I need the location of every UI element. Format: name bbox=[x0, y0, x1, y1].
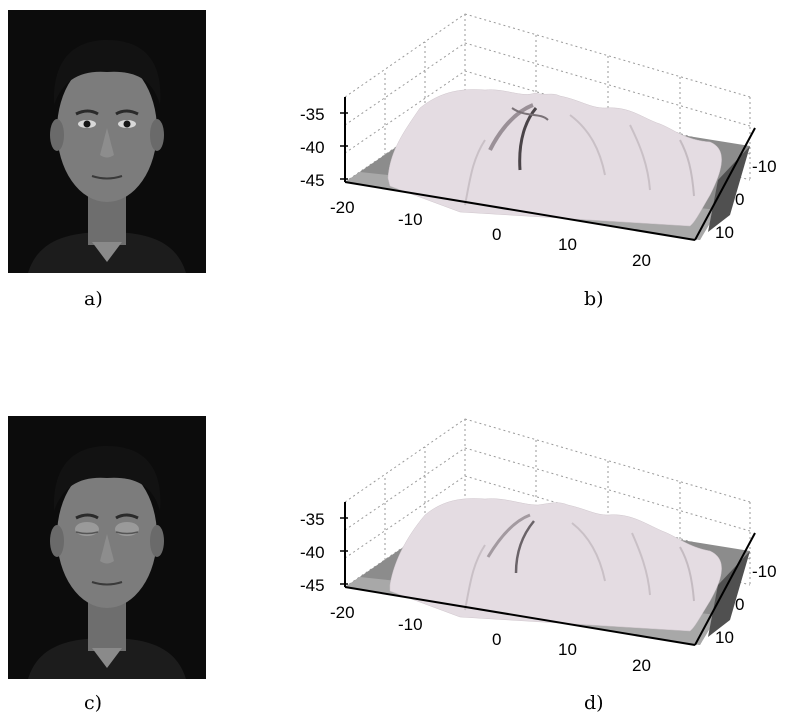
face-surface bbox=[387, 89, 722, 227]
x-tick-label: -10 bbox=[398, 210, 423, 229]
x-tick-label: 10 bbox=[558, 640, 577, 659]
x-tick-label: 20 bbox=[632, 251, 651, 270]
z-tick-label: -35 bbox=[300, 510, 325, 529]
panel-label-a: a) bbox=[84, 288, 103, 310]
y-tick-label: -10 bbox=[752, 157, 777, 176]
x-tick-label: -20 bbox=[330, 603, 355, 622]
y-tick-label: 0 bbox=[735, 190, 744, 209]
y-tick-label: 10 bbox=[715, 628, 734, 647]
x-tick-label: -10 bbox=[398, 615, 423, 634]
x-tick-label: 20 bbox=[632, 656, 651, 675]
z-tick-label: -35 bbox=[300, 105, 325, 124]
x-tick-label: 0 bbox=[492, 630, 501, 649]
z-tick-label: -45 bbox=[300, 576, 325, 595]
y-tick-label: 0 bbox=[735, 595, 744, 614]
y-tick-label: -10 bbox=[752, 562, 777, 581]
axes bbox=[344, 502, 756, 646]
panel-label-b: b) bbox=[584, 288, 604, 310]
axes bbox=[344, 97, 756, 241]
face-surface bbox=[389, 498, 722, 632]
z-tick-label: -40 bbox=[300, 138, 325, 157]
x-tick-label: 0 bbox=[492, 225, 501, 244]
surface-plot-d: -35 -40 -45 -20 -10 0 10 20 -10 0 10 bbox=[290, 405, 790, 685]
face-photo-eyes-closed bbox=[8, 416, 206, 679]
face-photo-eyes-open bbox=[8, 10, 206, 273]
panel-label-d: d) bbox=[584, 692, 604, 714]
x-tick-label: -20 bbox=[330, 198, 355, 217]
x-tick-label: 10 bbox=[558, 235, 577, 254]
z-tick-label: -45 bbox=[300, 171, 325, 190]
panel-label-c: c) bbox=[84, 692, 103, 714]
y-tick-label: 10 bbox=[715, 223, 734, 242]
z-tick-label: -40 bbox=[300, 543, 325, 562]
surface-plot-b: -35 -40 -45 -20 -10 0 10 20 -10 0 10 bbox=[290, 0, 790, 280]
